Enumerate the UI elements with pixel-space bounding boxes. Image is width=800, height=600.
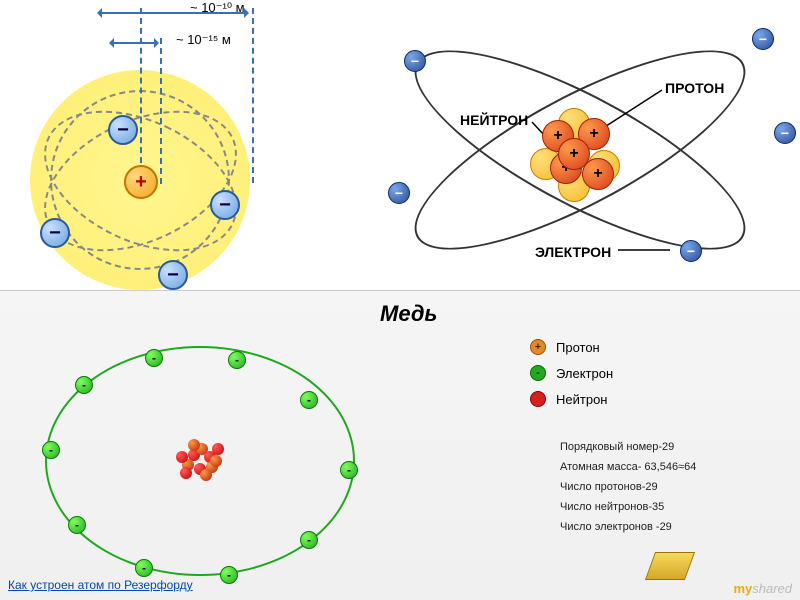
legend-proton: + Протон <box>530 339 600 355</box>
electron: − <box>752 28 774 50</box>
electron: - <box>300 391 318 409</box>
electron: - <box>340 461 358 479</box>
electron: − <box>774 122 796 144</box>
source-link[interactable]: Как устроен атом по Резерфорду <box>8 578 193 592</box>
dimension-arrow <box>110 42 158 44</box>
minus-icon: - <box>530 365 546 381</box>
nucleus: + <box>124 165 158 199</box>
neutron <box>212 443 224 455</box>
electron: − <box>40 218 70 248</box>
proton-label: ПРОТОН <box>665 80 724 96</box>
electron: - <box>145 349 163 367</box>
legend-label: Электрон <box>556 366 613 381</box>
legend-label: Протон <box>556 340 600 355</box>
dimension-line <box>160 38 162 184</box>
electron: - <box>228 351 246 369</box>
proton <box>200 469 212 481</box>
neutron-label: НЕЙТРОН <box>460 112 528 128</box>
neutron <box>176 451 188 463</box>
electron: − <box>388 182 410 204</box>
legend-neutron: Нейтрон <box>530 391 607 407</box>
stat-protons: Число протонов-29 <box>560 481 658 493</box>
stat-atomic-number: Порядковый номер-29 <box>560 441 674 453</box>
electron: - <box>300 531 318 549</box>
electron: - <box>68 516 86 534</box>
scale-atom-label: ~ 10⁻¹⁰ м <box>190 0 245 16</box>
stat-neutrons: Число нейтронов-35 <box>560 501 664 513</box>
legend-label: Нейтрон <box>556 392 607 407</box>
dimension-line <box>140 8 142 183</box>
proton: + <box>558 138 590 170</box>
electron: − <box>108 115 138 145</box>
electron: − <box>404 50 426 72</box>
scale-nucleus-label: ~ 10⁻¹⁵ м <box>176 32 231 48</box>
electron: − <box>158 260 188 290</box>
stat-atomic-mass: Атомная масса- 63,546≈64 <box>560 461 696 473</box>
electron: - <box>135 559 153 577</box>
legend-electron: - Электрон <box>530 365 613 381</box>
stat-electrons: Число электронов -29 <box>560 521 672 533</box>
atom-structure-diagram: ПРОТОН НЕЙТРОН ЭЛЕКТРОН +++++ −−−−− <box>370 0 800 290</box>
decor-corner <box>645 552 695 580</box>
electron: - <box>220 566 238 584</box>
dot-icon <box>530 391 546 407</box>
proton <box>210 455 222 467</box>
atom-scale-diagram: ~ 10⁻¹⁰ м ~ 10⁻¹⁵ м + − − − − <box>0 0 370 290</box>
electron-label: ЭЛЕКТРОН <box>535 244 611 260</box>
element-title: Медь <box>380 301 438 327</box>
electron: − <box>210 190 240 220</box>
watermark: myshared <box>733 581 792 596</box>
electron: - <box>75 376 93 394</box>
electron: - <box>42 441 60 459</box>
copper-atom-panel: Медь - - - - - - - - - - + Протон - Электрон Нейт… <box>0 290 800 600</box>
plus-icon: + <box>530 339 546 355</box>
electron: − <box>680 240 702 262</box>
neutron <box>180 467 192 479</box>
proton <box>188 439 200 451</box>
dimension-line <box>252 8 254 183</box>
